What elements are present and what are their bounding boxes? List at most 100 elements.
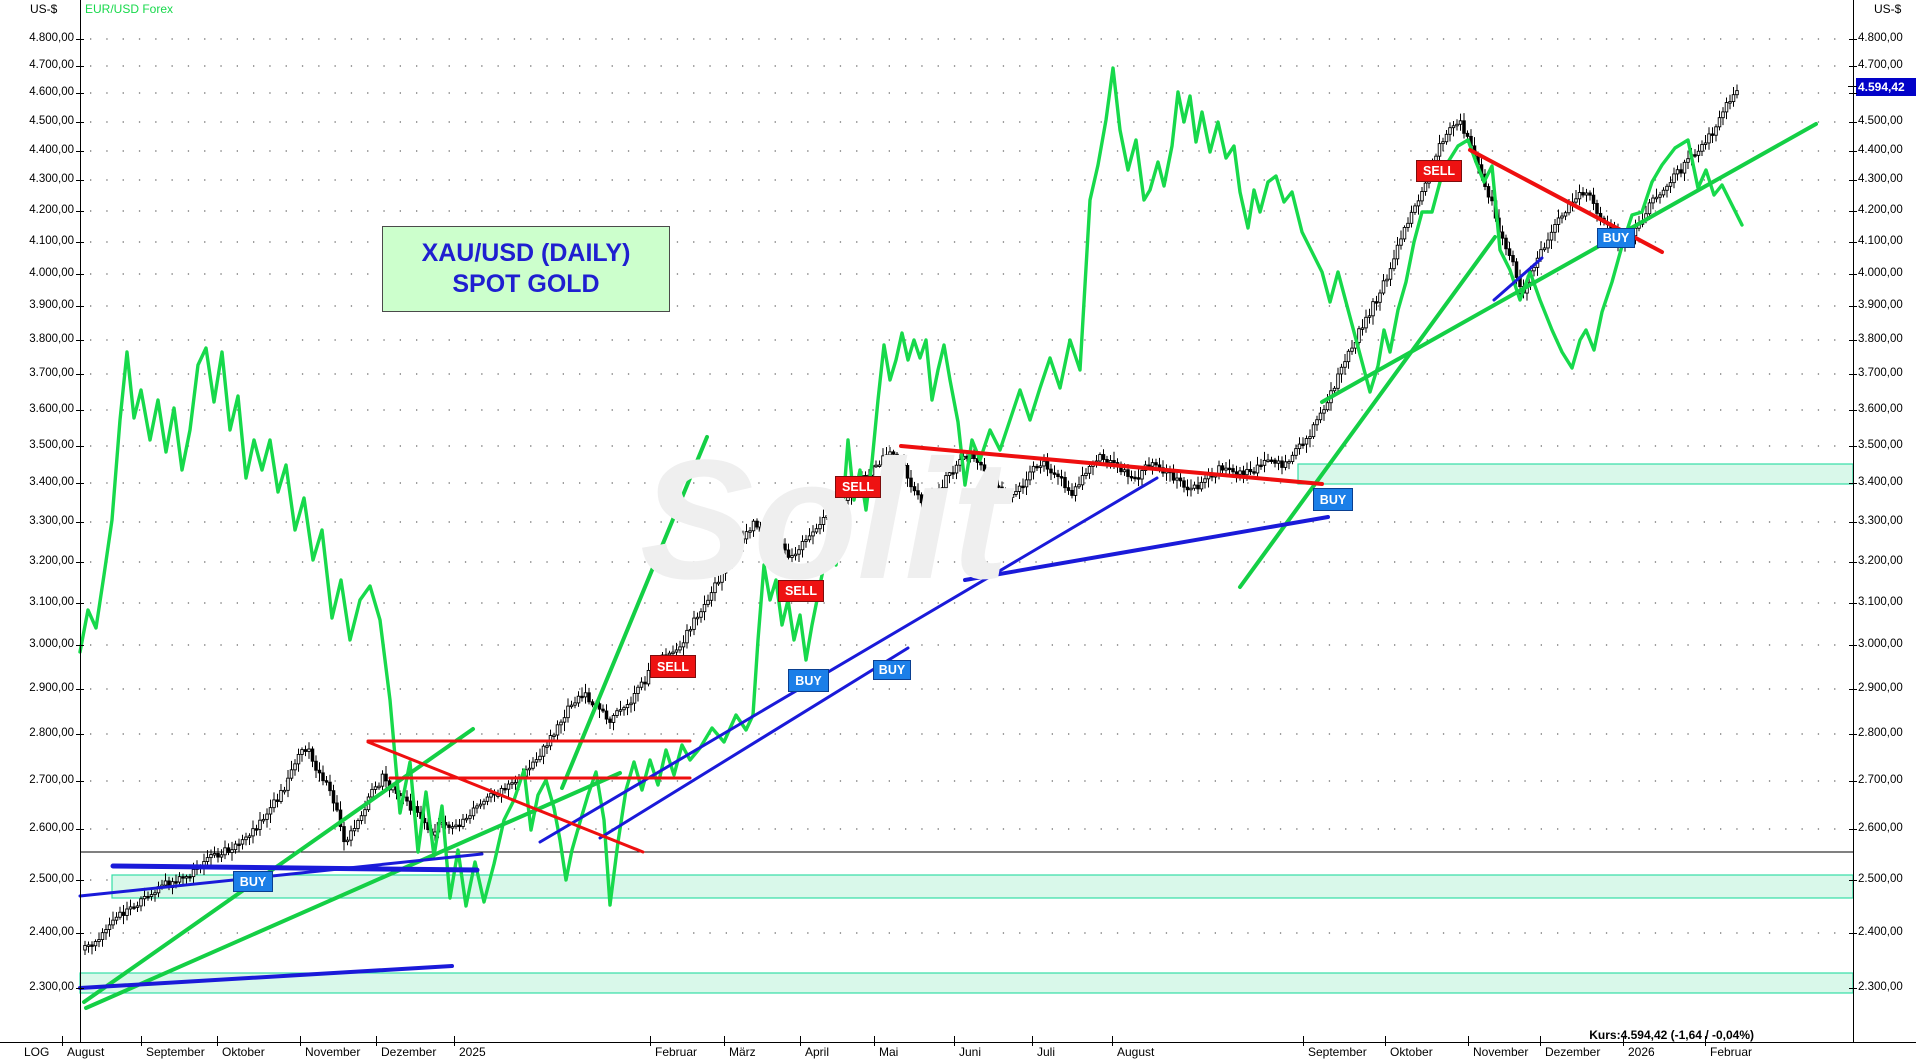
left-price-tick-label: 4.700,00 — [29, 59, 74, 71]
right-price-tick-label: 3.500,00 — [1858, 439, 1903, 451]
right-axis-tick — [1849, 39, 1857, 40]
time-axis-tick — [1705, 1036, 1706, 1046]
left-axis-tick — [76, 306, 84, 307]
right-axis-tick — [1849, 603, 1857, 604]
right-price-tick-label: 4.200,00 — [1858, 204, 1903, 216]
sell-signal-badge: SELL — [835, 476, 881, 498]
time-axis-tick — [1468, 1036, 1469, 1046]
time-axis-month-label: Februar — [1710, 1045, 1753, 1059]
buy-signal-badge: BUY — [1313, 488, 1353, 511]
left-price-tick-label: 3.000,00 — [29, 638, 74, 650]
left-axis-tick — [76, 211, 84, 212]
left-price-tick-label: 3.100,00 — [29, 596, 74, 608]
right-price-tick-label: 3.000,00 — [1858, 638, 1903, 650]
time-axis-month-label: Mai — [879, 1045, 899, 1059]
right-price-tick-label: 4.000,00 — [1858, 267, 1903, 279]
right-axis-tick — [1849, 645, 1857, 646]
right-axis-tick — [1849, 306, 1857, 307]
right-axis-tick — [1849, 781, 1857, 782]
last-price-tick — [1848, 86, 1857, 87]
right-price-tick-label: 2.500,00 — [1858, 873, 1903, 885]
right-axis-tick — [1849, 880, 1857, 881]
left-axis-tick — [76, 410, 84, 411]
time-axis-month-label: Oktober — [1390, 1045, 1433, 1059]
left-axis-tick — [76, 829, 84, 830]
left-price-tick-label: 2.600,00 — [29, 822, 74, 834]
time-axis-tick — [1032, 1036, 1033, 1046]
right-axis-tick — [1849, 410, 1857, 411]
left-axis-tick — [76, 39, 84, 40]
left-price-tick-label: 2.300,00 — [29, 981, 74, 993]
time-axis-month-label: September — [146, 1045, 205, 1059]
left-axis-tick — [76, 180, 84, 181]
left-price-tick-label: 4.500,00 — [29, 115, 74, 127]
right-axis-tick — [1849, 66, 1857, 67]
right-price-tick-label: 3.200,00 — [1858, 555, 1903, 567]
right-price-axis-line — [1853, 0, 1854, 1042]
right-price-tick-label: 2.300,00 — [1858, 981, 1903, 993]
right-price-tick-label: 4.100,00 — [1858, 235, 1903, 247]
left-price-tick-label: 3.500,00 — [29, 439, 74, 451]
right-axis-tick — [1849, 988, 1857, 989]
time-axis-month-label: April — [805, 1045, 830, 1059]
time-axis-month-label: September — [1308, 1045, 1367, 1059]
right-axis-tick — [1849, 151, 1857, 152]
right-price-tick-label: 4.700,00 — [1858, 59, 1903, 71]
right-price-tick-label: 2.900,00 — [1858, 682, 1903, 694]
time-axis-month-label: November — [1473, 1045, 1529, 1059]
time-axis-month-label: 2026 — [1628, 1045, 1655, 1059]
chart-title-line1: XAU/USD (DAILY) — [421, 238, 631, 267]
right-axis-tick — [1849, 483, 1857, 484]
time-axis-tick — [454, 1036, 455, 1046]
log-scale-label: LOG — [24, 1045, 50, 1059]
time-axis-month-label: Oktober — [222, 1045, 265, 1059]
time-axis-tick — [62, 1036, 63, 1046]
left-axis-tick — [76, 880, 84, 881]
right-price-tick-label: 3.900,00 — [1858, 299, 1903, 311]
time-axis-tick — [800, 1036, 801, 1046]
time-axis-month-label: August — [67, 1045, 105, 1059]
left-price-tick-label: 4.800,00 — [29, 32, 74, 44]
left-price-tick-label: 3.300,00 — [29, 515, 74, 527]
right-axis-tick — [1849, 734, 1857, 735]
last-price-badge: 4.594,42 — [1856, 78, 1916, 96]
right-price-tick-label: 2.700,00 — [1858, 774, 1903, 786]
left-axis-tick — [76, 122, 84, 123]
left-axis-tick — [76, 522, 84, 523]
left-price-tick-label: 4.400,00 — [29, 144, 74, 156]
time-axis-month-label: November — [305, 1045, 361, 1059]
left-price-tick-label: 4.300,00 — [29, 173, 74, 185]
right-axis-tick — [1849, 689, 1857, 690]
time-axis-month-label: Juli — [1037, 1045, 1056, 1059]
left-price-tick-label: 4.200,00 — [29, 204, 74, 216]
time-axis-tick — [1540, 1036, 1541, 1046]
chart-title-line2: SPOT GOLD — [452, 270, 600, 298]
time-axis-tick — [217, 1036, 218, 1046]
time-axis-tick — [1385, 1036, 1386, 1046]
right-axis-tick — [1849, 829, 1857, 830]
right-price-tick-label: 2.600,00 — [1858, 822, 1903, 834]
right-axis-tick — [1849, 933, 1857, 934]
sell-signal-badge: SELL — [650, 655, 696, 678]
right-price-tick-label: 2.800,00 — [1858, 727, 1903, 739]
left-axis-tick — [76, 151, 84, 152]
right-axis-tick — [1849, 274, 1857, 275]
left-axis-tick — [76, 645, 84, 646]
time-axis-month-label: August — [1117, 1045, 1155, 1059]
left-price-tick-label: 2.800,00 — [29, 727, 74, 739]
time-axis-month-label: Dezember — [381, 1045, 437, 1059]
right-axis-tick — [1849, 211, 1857, 212]
time-axis-month-label: Februar — [655, 1045, 698, 1059]
left-price-tick-label: 3.700,00 — [29, 367, 74, 379]
time-axis-tick — [376, 1036, 377, 1046]
left-axis-tick — [76, 781, 84, 782]
right-axis-tick — [1849, 122, 1857, 123]
left-price-tick-label: 2.400,00 — [29, 926, 74, 938]
right-price-tick-label: 3.400,00 — [1858, 476, 1903, 488]
time-axis-tick — [1623, 1036, 1624, 1046]
right-price-tick-label: 3.300,00 — [1858, 515, 1903, 527]
time-axis-tick — [141, 1036, 142, 1046]
left-axis-tick — [76, 988, 84, 989]
time-axis-line — [0, 1042, 1916, 1043]
